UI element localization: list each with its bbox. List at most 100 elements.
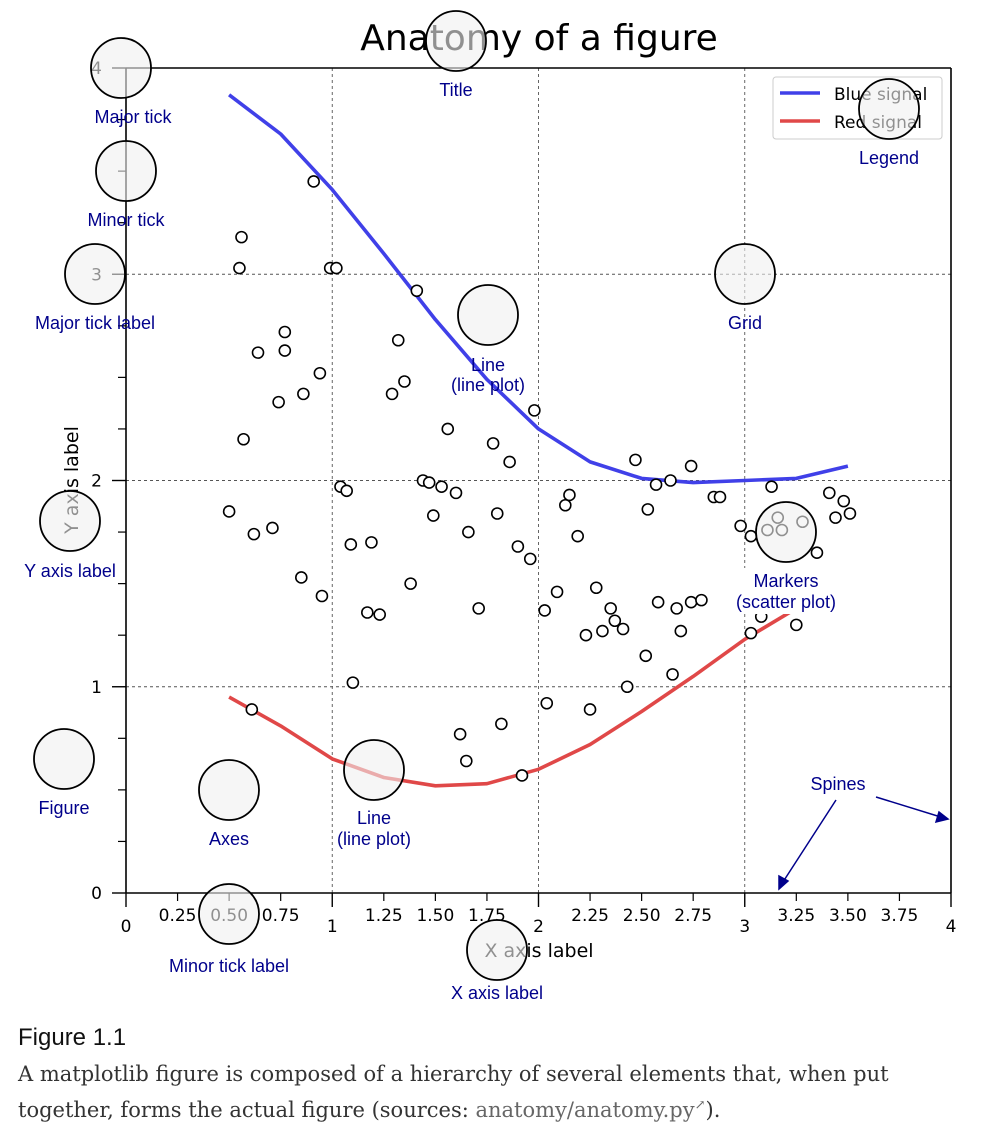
legend-circle <box>858 78 920 140</box>
major-ytick-label: 2 <box>91 472 102 492</box>
annot-line-blue-2: (line plot) <box>451 375 525 395</box>
scatter-point <box>843 507 857 520</box>
scatter-point <box>596 624 609 638</box>
major-xtick-label: 3 <box>739 917 750 937</box>
scatter-point <box>608 614 622 628</box>
axes-circle <box>198 759 260 821</box>
scatter-point <box>330 261 343 275</box>
scatter-point <box>790 618 803 632</box>
annot-spines: Spines <box>810 774 865 794</box>
scatter-point <box>385 387 399 401</box>
scatter-point <box>373 608 386 621</box>
scatter-point <box>453 727 467 741</box>
y-axis-label-circle <box>39 490 101 552</box>
minor-xtick-label: 0.75 <box>262 906 300 926</box>
scatter-point <box>361 606 374 619</box>
scatter-point <box>538 604 551 617</box>
scatter-markers <box>222 175 857 782</box>
scatter-point <box>670 602 683 615</box>
minor-tick-label-circle <box>198 883 260 945</box>
scatter-point <box>441 422 455 436</box>
scatter-point <box>620 680 634 694</box>
annot-title: Title <box>439 80 472 100</box>
line-blue-circle <box>457 284 519 346</box>
red-signal-line <box>228 586 849 788</box>
annot-y-axis-label: Y axis label <box>24 561 116 581</box>
scatter-point <box>495 717 508 731</box>
scatter-point <box>391 333 405 347</box>
scatter-point <box>664 474 677 487</box>
minor-xtick-label: 2.75 <box>674 906 712 926</box>
markers-label-background <box>716 568 856 614</box>
scatter-point <box>649 478 663 491</box>
scatter-point <box>641 503 655 516</box>
scatter-point <box>629 453 642 467</box>
scatter-point <box>462 525 475 539</box>
scatter-point <box>829 511 842 524</box>
scatter-point <box>583 703 597 716</box>
caption-suffix: ). <box>705 1098 721 1122</box>
x-axis-label-circle <box>466 919 528 981</box>
minor-tick-circle <box>95 140 157 202</box>
scatter-point <box>695 593 708 607</box>
scatter-point <box>398 375 411 388</box>
spine-arrow-bottom <box>780 799 837 886</box>
scatter-point <box>233 261 246 275</box>
major-xtick-label: 4 <box>946 917 957 937</box>
scatter-point <box>297 387 310 401</box>
scatter-point <box>245 703 259 716</box>
scatter-point <box>427 509 440 522</box>
annot-minor-tick-label: Minor tick label <box>169 956 289 976</box>
scatter-point <box>550 585 564 599</box>
minor-xtick-label: 3.50 <box>829 906 867 926</box>
scatter-point <box>810 546 824 559</box>
scatter-point <box>222 505 236 518</box>
minor-xtick-label: 0.25 <box>159 906 197 926</box>
annot-grid: Grid <box>728 313 762 333</box>
scatter-point <box>713 490 727 504</box>
figure: Anatomy of a figure 012340.250.500.751.2… <box>24 10 957 1003</box>
scatter-point <box>404 577 417 590</box>
scatter-point <box>472 602 485 615</box>
minor-xtick-label: 2.25 <box>571 906 609 926</box>
external-link-icon: ↗ <box>694 1098 706 1113</box>
blue-signal-line <box>228 93 849 485</box>
scatter-point <box>511 540 525 553</box>
scatter-point <box>410 284 424 298</box>
scatter-point <box>523 552 537 566</box>
annot-axes: Axes <box>209 829 249 849</box>
annot-figure: Figure <box>38 798 89 818</box>
scatter-point <box>666 668 679 681</box>
annot-markers-1: Markers <box>753 571 818 591</box>
scatter-point <box>435 480 448 493</box>
scatter-point <box>278 344 292 357</box>
chart-title: Anatomy of a figure <box>360 18 718 59</box>
scatter-point <box>460 754 473 768</box>
source-link[interactable]: anatomy/anatomy.py <box>475 1098 695 1122</box>
scatter-point <box>674 624 688 638</box>
scatter-point <box>503 455 516 469</box>
scatter-point <box>744 529 758 543</box>
scatter-point <box>266 521 279 535</box>
major-tick-circle <box>90 37 152 99</box>
scatter-point <box>237 432 250 446</box>
scatter-point <box>604 602 617 615</box>
minor-xtick-label: 1.25 <box>365 906 403 926</box>
scatter-point <box>684 595 698 609</box>
annot-line-red-2: (line plot) <box>337 829 411 849</box>
major-xtick-label: 2 <box>533 917 544 937</box>
scatter-point <box>579 628 593 642</box>
scatter-point <box>278 325 292 339</box>
scatter-point <box>563 488 576 502</box>
caption-title: Figure 1.1 <box>18 1024 127 1051</box>
scatter-point <box>616 622 630 636</box>
scatter-point <box>272 395 285 409</box>
major-ytick-label: 1 <box>91 678 102 698</box>
scatter-point <box>247 527 261 541</box>
caption-text: A matplotlib figure is composed of a hie… <box>18 1058 978 1126</box>
annot-markers-2: (scatter plot) <box>736 592 836 612</box>
annot-legend: Legend <box>859 148 919 168</box>
spine-arrow-right-head <box>934 810 950 824</box>
scatter-point <box>344 538 358 551</box>
annot-x-axis-label: X axis label <box>451 983 543 1003</box>
